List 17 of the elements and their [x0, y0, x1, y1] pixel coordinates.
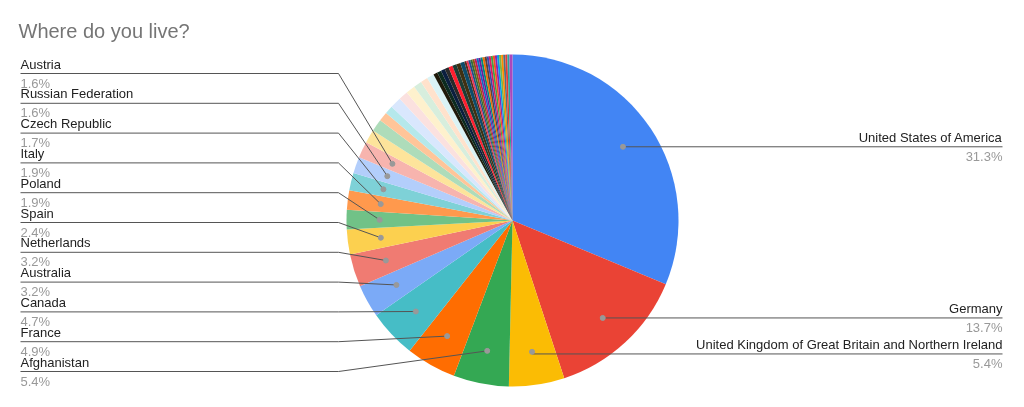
slice-label: Austria: [20, 56, 62, 72]
data-label: 4.9%: [20, 343, 51, 359]
data-label: 31.3%: [965, 148, 1003, 164]
slice-label: Czech Republic: [20, 116, 113, 132]
data-label: 5.4%: [20, 373, 51, 389]
data-label: 5.4%: [972, 355, 1003, 371]
slice-label: United States of America: [858, 129, 1003, 145]
data-label: 4.7%: [20, 313, 51, 329]
data-label: 13.7%: [965, 319, 1003, 335]
slice-label: Netherlands: [20, 235, 92, 251]
slice-label: Australia: [20, 265, 72, 281]
slice-label: Russian Federation: [20, 86, 134, 102]
chart-title: Where do you live?: [18, 19, 190, 42]
slice-label: Germany: [949, 300, 1003, 316]
slice-label: United Kingdom of Great Britain and Northern Ireland: [696, 336, 1003, 352]
data-label: 1.9%: [20, 194, 51, 210]
data-label: 1.9%: [20, 164, 51, 180]
